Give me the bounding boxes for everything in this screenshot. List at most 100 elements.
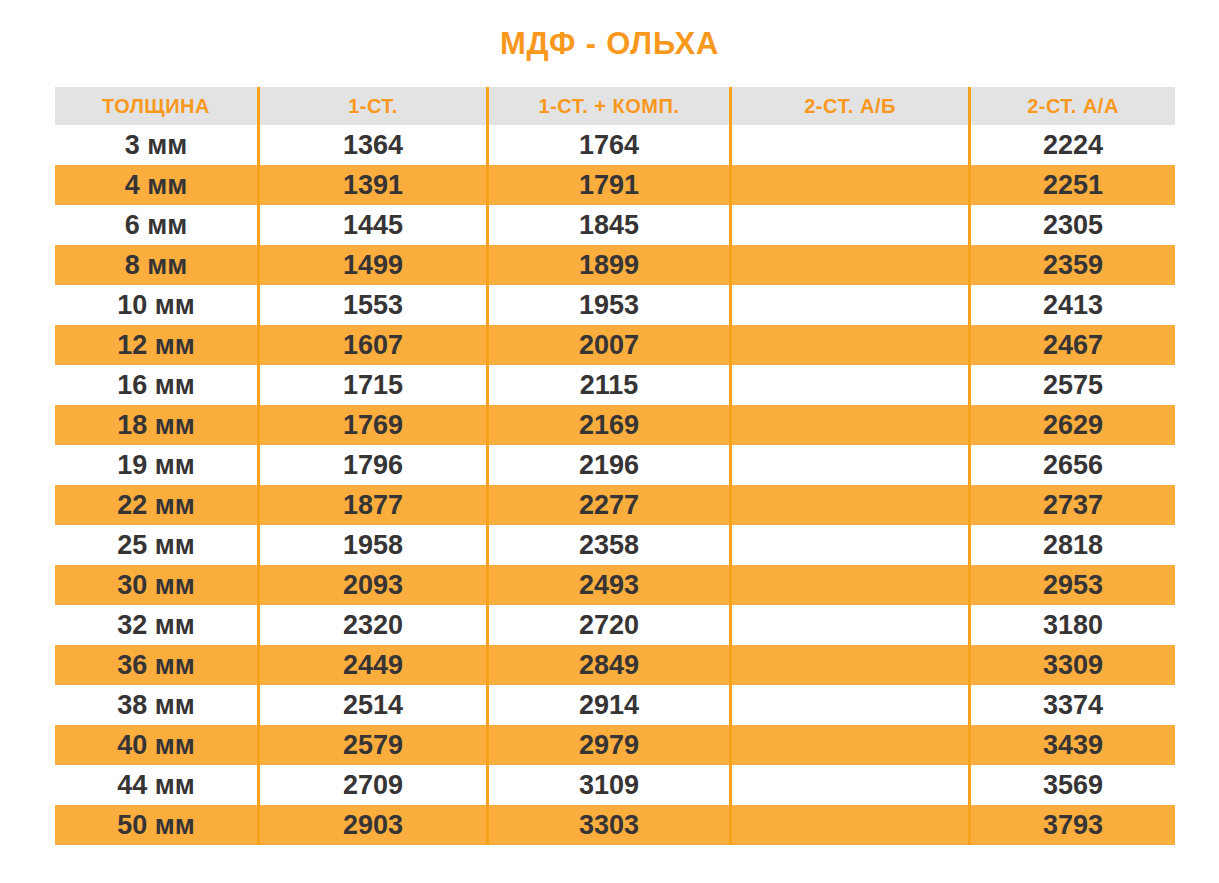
price-1st-cell: 1553 (257, 285, 486, 325)
price-1st-komp-cell: 3303 (486, 805, 729, 845)
table-row: 32 мм 2320 2720 3180 (55, 605, 1175, 645)
price-1st-cell: 1607 (257, 325, 486, 365)
thickness-cell: 40 мм (55, 725, 257, 765)
price-2st-aa-cell: 2251 (968, 165, 1175, 205)
price-1st-komp-cell: 2914 (486, 685, 729, 725)
table-row: 44 мм 2709 3109 3569 (55, 765, 1175, 805)
table-body: 3 мм 1364 1764 2224 4 мм 1391 1791 2251 … (55, 125, 1175, 845)
table-row: 4 мм 1391 1791 2251 (55, 165, 1175, 205)
price-2st-ab-cell (729, 165, 968, 205)
thickness-cell: 16 мм (55, 365, 257, 405)
price-2st-ab-cell (729, 525, 968, 565)
price-1st-cell: 1445 (257, 205, 486, 245)
price-1st-cell: 2709 (257, 765, 486, 805)
price-2st-aa-cell: 3569 (968, 765, 1175, 805)
price-1st-komp-cell: 2358 (486, 525, 729, 565)
table-row: 38 мм 2514 2914 3374 (55, 685, 1175, 725)
price-2st-aa-cell: 3374 (968, 685, 1175, 725)
price-1st-cell: 2514 (257, 685, 486, 725)
price-2st-ab-cell (729, 445, 968, 485)
table-row: 8 мм 1499 1899 2359 (55, 245, 1175, 285)
table-row: 16 мм 1715 2115 2575 (55, 365, 1175, 405)
price-1st-cell: 1958 (257, 525, 486, 565)
price-1st-komp-cell: 2196 (486, 445, 729, 485)
price-2st-aa-cell: 2413 (968, 285, 1175, 325)
price-1st-cell: 2579 (257, 725, 486, 765)
price-1st-komp-cell: 2720 (486, 605, 729, 645)
price-2st-aa-cell: 2629 (968, 405, 1175, 445)
thickness-cell: 30 мм (55, 565, 257, 605)
price-1st-komp-cell: 1764 (486, 125, 729, 165)
price-2st-ab-cell (729, 805, 968, 845)
table-row: 18 мм 1769 2169 2629 (55, 405, 1175, 445)
price-1st-komp-cell: 2169 (486, 405, 729, 445)
price-2st-aa-cell: 2953 (968, 565, 1175, 605)
table-row: 40 мм 2579 2979 3439 (55, 725, 1175, 765)
price-2st-aa-cell: 2575 (968, 365, 1175, 405)
table-row: 30 мм 2093 2493 2953 (55, 565, 1175, 605)
price-2st-ab-cell (729, 285, 968, 325)
table-row: 10 мм 1553 1953 2413 (55, 285, 1175, 325)
price-2st-ab-cell (729, 245, 968, 285)
price-1st-komp-cell: 1845 (486, 205, 729, 245)
table-row: 22 мм 1877 2277 2737 (55, 485, 1175, 525)
price-1st-cell: 1499 (257, 245, 486, 285)
table-header-row: ТОЛЩИНА 1-СТ. 1-СТ. + КОМП. 2-СТ. А/Б 2-… (55, 87, 1175, 125)
price-2st-ab-cell (729, 405, 968, 445)
column-header-1st-komp: 1-СТ. + КОМП. (486, 87, 729, 125)
thickness-cell: 36 мм (55, 645, 257, 685)
price-2st-ab-cell (729, 565, 968, 605)
price-2st-aa-cell: 3309 (968, 645, 1175, 685)
thickness-cell: 22 мм (55, 485, 257, 525)
price-2st-aa-cell: 2224 (968, 125, 1175, 165)
price-1st-komp-cell: 1791 (486, 165, 729, 205)
price-1st-cell: 1715 (257, 365, 486, 405)
price-1st-komp-cell: 2849 (486, 645, 729, 685)
table-row: 12 мм 1607 2007 2467 (55, 325, 1175, 365)
column-header-2st-aa: 2-СТ. А/А (968, 87, 1175, 125)
price-1st-komp-cell: 1899 (486, 245, 729, 285)
page-title: МДФ - ОЛЬХА (0, 26, 1219, 62)
table-row: 36 мм 2449 2849 3309 (55, 645, 1175, 685)
page: МДФ - ОЛЬХА ТОЛЩИНА 1-СТ. 1-СТ. + КОМП. … (0, 0, 1219, 883)
thickness-cell: 44 мм (55, 765, 257, 805)
price-1st-cell: 2449 (257, 645, 486, 685)
table-row: 25 мм 1958 2358 2818 (55, 525, 1175, 565)
price-2st-ab-cell (729, 685, 968, 725)
thickness-cell: 25 мм (55, 525, 257, 565)
price-2st-aa-cell: 3439 (968, 725, 1175, 765)
price-2st-aa-cell: 2656 (968, 445, 1175, 485)
price-2st-ab-cell (729, 125, 968, 165)
price-2st-aa-cell: 2467 (968, 325, 1175, 365)
price-2st-ab-cell (729, 325, 968, 365)
price-2st-ab-cell (729, 645, 968, 685)
thickness-cell: 19 мм (55, 445, 257, 485)
thickness-cell: 18 мм (55, 405, 257, 445)
price-2st-ab-cell (729, 485, 968, 525)
thickness-cell: 32 мм (55, 605, 257, 645)
thickness-cell: 3 мм (55, 125, 257, 165)
column-header-1st: 1-СТ. (257, 87, 486, 125)
column-header-thickness: ТОЛЩИНА (55, 87, 257, 125)
table-row: 3 мм 1364 1764 2224 (55, 125, 1175, 165)
thickness-cell: 6 мм (55, 205, 257, 245)
thickness-cell: 38 мм (55, 685, 257, 725)
thickness-cell: 12 мм (55, 325, 257, 365)
price-1st-komp-cell: 3109 (486, 765, 729, 805)
price-1st-cell: 1364 (257, 125, 486, 165)
column-header-2st-ab: 2-СТ. А/Б (729, 87, 968, 125)
price-1st-komp-cell: 2979 (486, 725, 729, 765)
price-1st-komp-cell: 1953 (486, 285, 729, 325)
price-1st-cell: 1877 (257, 485, 486, 525)
price-2st-aa-cell: 2305 (968, 205, 1175, 245)
table-row: 6 мм 1445 1845 2305 (55, 205, 1175, 245)
price-1st-komp-cell: 2493 (486, 565, 729, 605)
price-1st-cell: 1769 (257, 405, 486, 445)
price-2st-aa-cell: 2818 (968, 525, 1175, 565)
price-1st-cell: 2903 (257, 805, 486, 845)
price-1st-cell: 2320 (257, 605, 486, 645)
price-2st-aa-cell: 3793 (968, 805, 1175, 845)
table-row: 50 мм 2903 3303 3793 (55, 805, 1175, 845)
price-2st-ab-cell (729, 205, 968, 245)
price-1st-komp-cell: 2277 (486, 485, 729, 525)
